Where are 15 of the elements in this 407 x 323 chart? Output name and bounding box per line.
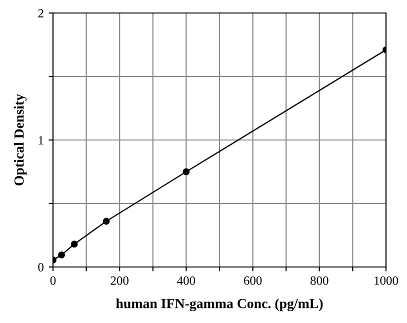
y-tick-label: 2 <box>38 9 44 18</box>
point <box>102 218 110 225</box>
y-tick-label: 1 <box>38 136 44 144</box>
x-tick-label: 1000 <box>374 276 398 285</box>
point <box>182 168 190 176</box>
y-tick-label: 0 <box>38 263 44 272</box>
y-axis-title: Optical Density <box>14 94 27 186</box>
x-tick-label: 600 <box>244 276 262 285</box>
x-axis-title: human IFN-gamma Conc. (pg/mL) <box>116 298 323 312</box>
x-tick-label: 400 <box>177 276 196 285</box>
point <box>58 251 65 258</box>
x-tick-label: 0 <box>50 276 56 285</box>
x-tick-label: 800 <box>310 276 328 285</box>
point <box>70 240 78 248</box>
x-tick-label: 200 <box>110 276 128 285</box>
